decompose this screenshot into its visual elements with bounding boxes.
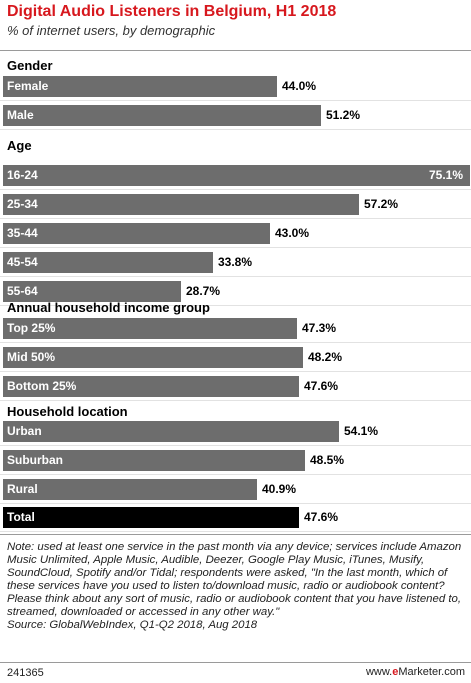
bar xyxy=(3,376,299,397)
group-label: Annual household income group xyxy=(7,300,210,315)
bar-category-label: 55-64 xyxy=(7,284,38,298)
bar-category-label: Mid 50% xyxy=(7,350,56,364)
bar xyxy=(3,450,305,471)
bar-value-label: 54.1% xyxy=(344,424,379,438)
bar-category-label: 16-24 xyxy=(7,168,38,182)
bar xyxy=(3,421,339,442)
bar xyxy=(3,318,297,339)
top-divider xyxy=(0,50,471,51)
brand-highlight: e xyxy=(392,666,399,678)
row-divider xyxy=(0,445,471,446)
chart-subtitle: % of internet users, by demographic xyxy=(7,23,216,38)
group-label: Gender xyxy=(7,58,53,73)
bar-value-label: 48.2% xyxy=(308,350,343,364)
row-divider xyxy=(0,129,471,130)
row-divider xyxy=(0,276,471,277)
bar xyxy=(3,165,470,186)
bar-value-label: 43.0% xyxy=(275,226,310,240)
source-text: Source: GlobalWebIndex, Q1-Q2 2018, Aug … xyxy=(7,619,258,631)
bar-category-label: 45-54 xyxy=(7,255,38,269)
bottom-divider xyxy=(0,534,471,535)
group-label: Household location xyxy=(7,404,128,419)
bar-value-label: 57.2% xyxy=(364,197,399,211)
bar-value-label: 28.7% xyxy=(186,284,221,298)
bar-value-label: 75.1% xyxy=(428,168,463,182)
bar-value-label: 40.9% xyxy=(262,482,297,496)
bar xyxy=(3,281,181,302)
group-label: Age xyxy=(7,138,32,153)
bar-category-label: Female xyxy=(7,79,49,93)
note-text: Note: used at least one service in the p… xyxy=(7,541,462,618)
bar-category-label: Urban xyxy=(7,424,42,438)
bar-value-label: 44.0% xyxy=(282,79,317,93)
bar-category-label: Suburban xyxy=(7,453,63,467)
row-divider xyxy=(0,371,471,372)
total-bar xyxy=(3,507,299,528)
bar-value-label: 47.3% xyxy=(302,321,337,335)
bar xyxy=(3,223,270,244)
bar xyxy=(3,252,213,273)
row-divider xyxy=(0,218,471,219)
row-divider xyxy=(0,305,471,306)
bar-value-label: 47.6% xyxy=(304,510,339,524)
bar-category-label: Bottom 25% xyxy=(7,379,77,393)
bar-category-label: Top 25% xyxy=(7,321,56,335)
bar xyxy=(3,479,257,500)
brand-prefix: www. xyxy=(365,666,393,678)
bar xyxy=(3,347,303,368)
bar-value-label: 47.6% xyxy=(304,379,339,393)
row-divider xyxy=(0,100,471,101)
chart-title: Digital Audio Listeners in Belgium, H1 2… xyxy=(7,3,337,20)
chart-id: 241365 xyxy=(7,667,44,679)
bar-category-label: 25-34 xyxy=(7,197,38,211)
row-divider xyxy=(0,189,471,190)
row-divider xyxy=(0,400,471,401)
bar xyxy=(3,194,359,215)
row-divider xyxy=(0,342,471,343)
bar-category-label: Male xyxy=(7,108,34,122)
bar-value-label: 33.8% xyxy=(218,255,253,269)
bar-category-label: 35-44 xyxy=(7,226,38,240)
chart-note: Note: used at least one service in the p… xyxy=(7,541,467,632)
row-divider xyxy=(0,531,471,532)
bar-value-label: 48.5% xyxy=(310,453,345,467)
bar xyxy=(3,105,321,126)
bar-value-label: 51.2% xyxy=(326,108,361,122)
row-divider xyxy=(0,474,471,475)
brand-suffix: Marketer.com xyxy=(398,666,465,678)
bar-category-label: Total xyxy=(7,510,35,524)
row-divider xyxy=(0,503,471,504)
brand-logo[interactable]: www.eMarketer.com xyxy=(366,666,465,678)
bar xyxy=(3,76,277,97)
bar-category-label: Rural xyxy=(7,482,38,496)
row-divider xyxy=(0,247,471,248)
footer-divider xyxy=(0,662,471,663)
